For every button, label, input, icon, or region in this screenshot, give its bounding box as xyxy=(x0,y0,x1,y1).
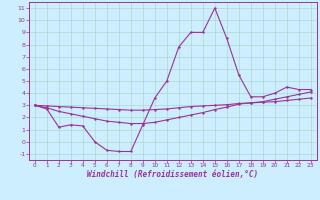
X-axis label: Windchill (Refroidissement éolien,°C): Windchill (Refroidissement éolien,°C) xyxy=(87,170,258,179)
